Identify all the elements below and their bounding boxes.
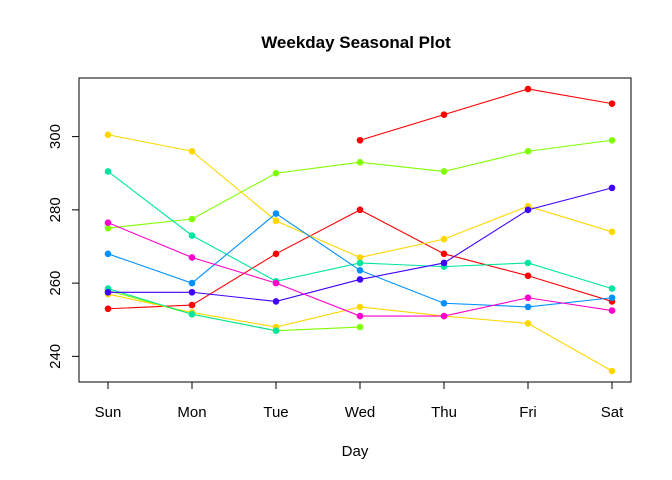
data-point [608,228,616,236]
x-tick-label: Thu [431,404,457,421]
data-point [188,147,196,155]
data-point [272,169,280,177]
data-point [104,250,112,258]
data-point [608,307,616,314]
data-point [356,266,364,274]
data-point [356,323,364,331]
data-point [440,250,448,258]
data-point [356,276,364,283]
data-point [104,168,112,175]
data-point [440,168,448,175]
data-point [104,224,112,232]
data-point [524,272,532,280]
series-line [107,139,613,229]
data-point [356,303,364,311]
series-10 [104,184,616,305]
data-point [524,147,532,155]
data-point [272,298,280,305]
x-tick-label: Sun [95,404,122,421]
data-point [272,279,280,287]
data-point [272,327,280,335]
series-2 [356,85,616,144]
data-point [608,136,616,144]
data-point [356,259,364,267]
data-point [188,301,196,309]
data-point [188,254,196,261]
series-7 [104,168,616,292]
series-3 [104,136,616,232]
chart-title: Weekday Seasonal Plot [261,33,451,52]
y-axis: 240 260 280 300 [47,124,80,369]
data-point [188,215,196,223]
y-tick-label: 280 [47,197,64,222]
data-point [188,288,196,296]
series-4 [104,287,364,335]
series-line [108,187,613,302]
series-line [107,134,613,259]
y-tick-label: 260 [47,271,64,296]
series-5 [104,131,616,261]
x-tick-label: Tue [263,404,288,421]
data-point [440,235,448,243]
data-point [356,158,364,166]
data-point [608,367,616,375]
x-axis: Sun Mon Tue Wed Thu Fri Sat [95,381,624,421]
data-point [272,210,280,217]
series-line [359,88,613,141]
data-point [608,285,616,292]
data-point [524,259,532,267]
data-point [524,294,532,302]
data-point [440,259,448,267]
data-point [188,232,196,239]
y-tick-label: 240 [47,344,64,369]
data-point [272,250,280,258]
data-point [272,217,280,225]
data-point [524,85,532,93]
series-9 [104,210,616,311]
data-point [608,294,616,302]
data-point [440,111,448,118]
series-6 [104,290,616,375]
x-tick-label: Fri [519,404,537,421]
data-point [524,320,532,327]
x-tick-label: Mon [177,404,206,421]
data-point [608,100,616,107]
data-point [104,288,112,296]
data-point [356,254,364,261]
data-point [440,312,448,320]
series-layer [104,85,616,375]
data-point [440,299,448,307]
y-tick-label: 300 [47,124,64,149]
data-point [356,136,364,144]
x-tick-label: Wed [345,404,376,421]
data-point [188,310,196,318]
data-point [608,184,616,192]
data-point [104,219,112,226]
x-axis-title: Day [342,443,369,460]
data-point [356,206,364,214]
data-point [524,206,532,214]
data-point [104,305,112,313]
data-point [524,303,532,311]
x-tick-label: Sat [601,404,624,421]
data-point [104,131,112,139]
data-point [356,312,364,320]
series-11 [104,219,616,320]
data-point [188,279,196,287]
plot-frame [78,77,632,383]
